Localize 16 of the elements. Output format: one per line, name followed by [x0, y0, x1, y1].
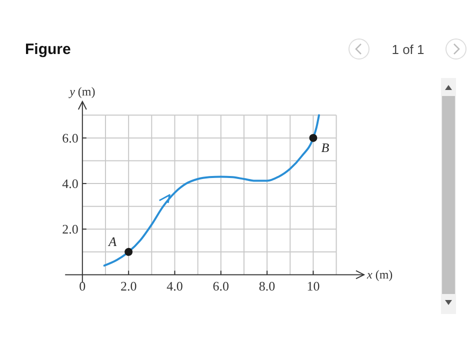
x-tick-label: 6.0	[212, 278, 230, 294]
x-tick-label: 4.0	[166, 278, 183, 294]
y-tick-label: 2.0	[62, 222, 78, 237]
series-label: B	[321, 140, 330, 155]
chart-title: Figure	[25, 41, 71, 58]
y-tick-label: 6.0	[62, 130, 78, 146]
x-tick-label: 8.0	[258, 278, 276, 294]
y-tick-label: 4.0	[62, 176, 78, 192]
series-label: A	[108, 234, 117, 249]
x-tick-label: 2.0	[120, 278, 137, 294]
y-axis-title: y (m)	[68, 84, 96, 98]
x-tick-label: 10	[306, 278, 320, 294]
x-tick-label: 0	[79, 278, 86, 294]
x-axis-title: x (m)	[366, 268, 393, 282]
line-series	[103, 114, 320, 267]
text: 1 of 1	[392, 42, 424, 57]
